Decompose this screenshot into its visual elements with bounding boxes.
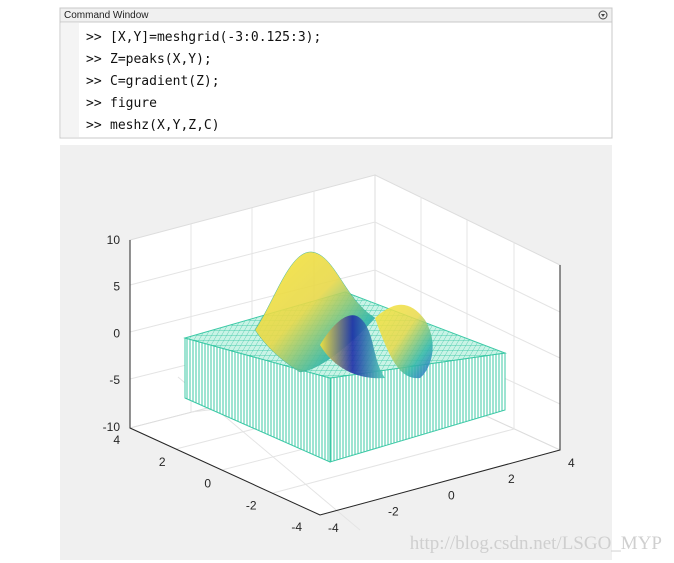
- title-bar: [59, 7, 613, 23]
- prompt: >>: [86, 52, 102, 67]
- menu-arrow: [601, 14, 605, 17]
- z-tick-label: -5: [109, 373, 120, 387]
- command-line: [X,Y]=meshgrid(-3:0.125:3);: [110, 30, 321, 45]
- x-tick-label: 0: [448, 488, 455, 502]
- command-line: C=gradient(Z);: [110, 74, 220, 89]
- command-window-frame: [59, 7, 613, 139]
- prompt: >>: [86, 118, 102, 133]
- y-tick-label: 2: [159, 455, 166, 469]
- window-title: Command Window: [64, 10, 149, 21]
- y-tick-label: -2: [246, 498, 257, 512]
- command-line: meshz(X,Y,Z,C): [110, 118, 220, 133]
- prompt: >>: [86, 30, 102, 45]
- command-line: Z=peaks(X,Y);: [110, 52, 212, 67]
- command-line: figure: [110, 96, 157, 111]
- axis-lines: [129, 240, 561, 516]
- x-tick-label: 2: [508, 472, 515, 486]
- y-tick-label: 0: [204, 477, 211, 491]
- command-window: Command Window >> [X,Y]=meshgrid(-3:0.125…: [59, 7, 613, 139]
- y-tick-label: 4: [113, 433, 120, 447]
- x-tick-label: -4: [328, 521, 339, 535]
- z-tick-label: 10: [107, 233, 121, 247]
- menu-button[interactable]: [598, 10, 608, 20]
- x-tick-label: 4: [568, 456, 575, 470]
- gutter: [61, 23, 79, 137]
- watermark: http://blog.csdn.net/LSGO_MYP: [410, 533, 662, 554]
- prompt: >>: [86, 74, 102, 89]
- prompt: >>: [86, 96, 102, 111]
- command-lines: >> [X,Y]=meshgrid(-3:0.125:3); >> Z=peaks(X…: [86, 30, 321, 133]
- surface-peak-2: [320, 315, 385, 379]
- z-tick-label: -10: [103, 420, 121, 434]
- surface-peak-3: [375, 304, 433, 379]
- y-tick-label: -4: [291, 520, 302, 534]
- x-tick-label: -2: [388, 505, 399, 519]
- z-tick-label: 5: [113, 280, 120, 294]
- z-tick-label: 0: [113, 326, 120, 340]
